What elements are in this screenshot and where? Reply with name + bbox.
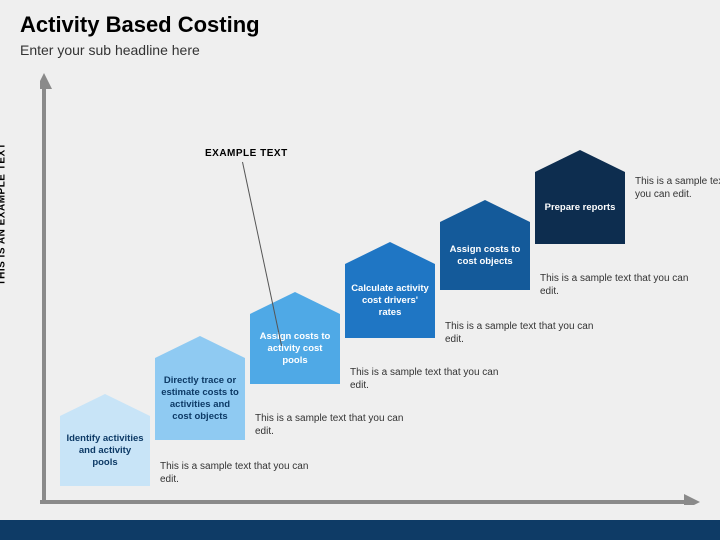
step-6: Prepare reports	[535, 150, 625, 244]
step-roof-icon	[155, 336, 245, 358]
step-label: Assign costs to cost objects	[440, 222, 530, 290]
step-3: Assign costs to activity cost pools	[250, 292, 340, 384]
step-label: Prepare reports	[535, 172, 625, 244]
example-callout-label: EXAMPLE TEXT	[205, 148, 288, 159]
step-5: Assign costs to cost objects	[440, 200, 530, 290]
step-caption-5: This is a sample text that you can edit.	[540, 272, 700, 298]
step-1: Identify activities and activity pools	[60, 394, 150, 486]
page-subtitle: Enter your sub headline here	[20, 42, 200, 58]
step-roof-icon	[535, 150, 625, 172]
step-caption-2: This is a sample text that you can edit.	[255, 412, 415, 438]
chart-area: Identify activities and activity pools Th…	[40, 70, 705, 505]
step-roof-icon	[250, 292, 340, 314]
page-title: Activity Based Costing	[20, 12, 260, 38]
step-caption-1: This is a sample text that you can edit.	[160, 460, 320, 486]
step-label: Calculate activity cost drivers' rates	[345, 264, 435, 338]
step-2: Directly trace or estimate costs to acti…	[155, 336, 245, 440]
step-caption-6: This is a sample text that you can edit.	[635, 175, 720, 201]
y-axis-label: THIS IS AN EXAMPLE TEXT	[0, 143, 8, 286]
step-roof-icon	[440, 200, 530, 222]
step-label: Assign costs to activity cost pools	[250, 314, 340, 384]
step-caption-3: This is a sample text that you can edit.	[350, 366, 510, 392]
step-roof-icon	[60, 394, 150, 416]
step-label: Identify activities and activity pools	[60, 416, 150, 486]
step-4: Calculate activity cost drivers' rates	[345, 242, 435, 338]
step-roof-icon	[345, 242, 435, 264]
step-caption-4: This is a sample text that you can edit.	[445, 320, 605, 346]
bottom-bar	[0, 520, 720, 540]
step-label: Directly trace or estimate costs to acti…	[155, 358, 245, 440]
